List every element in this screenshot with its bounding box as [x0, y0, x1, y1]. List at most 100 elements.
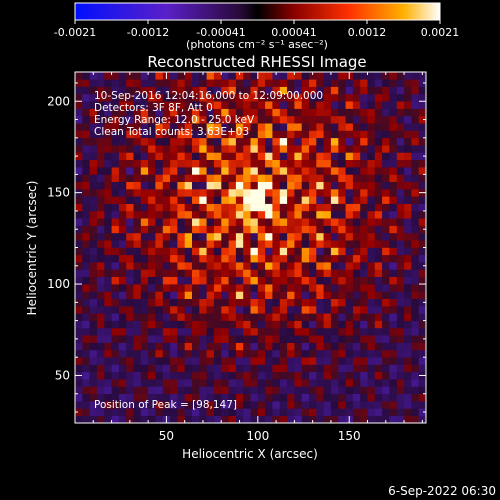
heatmap-cell: [213, 306, 222, 314]
colorbar-tick-label: 0.00041: [271, 26, 317, 39]
heatmap-cell: [184, 320, 193, 329]
heatmap-cell: [82, 137, 90, 146]
heatmap-cell: [213, 254, 222, 263]
heatmap-cell: [177, 174, 185, 182]
heatmap-cell: [111, 196, 120, 204]
heatmap-cell: [257, 167, 266, 175]
heatmap-cell: [382, 181, 390, 190]
heatmap-cell: [206, 342, 215, 351]
heatmap-cell: [279, 225, 288, 234]
heatmap-cell: [228, 342, 237, 351]
heatmap-cell: [309, 342, 317, 351]
heatmap-cell: [235, 218, 244, 226]
heatmap-cell: [82, 298, 90, 307]
heatmap-cell: [389, 72, 397, 80]
heatmap-cell: [411, 210, 419, 219]
heatmap-cell: [126, 306, 134, 314]
heatmap-cell: [250, 174, 259, 182]
heatmap-cell: [330, 130, 339, 139]
heatmap-cell: [257, 240, 266, 248]
heatmap-cell: [265, 159, 273, 168]
heatmap-cell: [411, 284, 419, 292]
heatmap-cell: [418, 232, 426, 241]
heatmap-cell: [330, 145, 339, 153]
heatmap-cell: [184, 379, 193, 387]
heatmap-cell: [360, 284, 368, 292]
heatmap-cell: [104, 225, 112, 234]
heatmap-cell: [192, 276, 200, 285]
heatmap-cell: [367, 167, 376, 175]
heatmap-cell: [75, 101, 83, 109]
heatmap-cell: [345, 93, 354, 102]
heatmap-cell: [111, 181, 120, 190]
heatmap-cell: [243, 320, 251, 329]
heatmap-cell: [301, 342, 310, 351]
heatmap-cell: [316, 393, 324, 402]
heatmap-cell: [382, 232, 390, 241]
heatmap-cell: [162, 357, 171, 365]
heatmap-cell: [140, 240, 149, 248]
heatmap-cell: [133, 320, 142, 329]
heatmap-cell: [177, 189, 185, 197]
heatmap-cell: [199, 174, 207, 182]
heatmap-cell: [316, 225, 324, 234]
heatmap-cell: [206, 408, 215, 416]
heatmap-cell: [199, 357, 207, 365]
heatmap-cell: [140, 313, 149, 321]
heatmap-cell: [367, 262, 376, 270]
heatmap-cell: [148, 203, 156, 212]
heatmap-cell: [118, 181, 127, 190]
heatmap-cell: [133, 254, 142, 263]
heatmap-cell: [89, 364, 98, 373]
heatmap-cell: [316, 306, 324, 314]
heatmap-cell: [228, 386, 237, 394]
heatmap-cell: [162, 174, 171, 182]
heatmap-cell: [228, 225, 237, 234]
heatmap-cell: [265, 269, 273, 277]
heatmap-cell: [221, 145, 229, 153]
heatmap-cell: [411, 291, 419, 299]
heatmap-cell: [338, 130, 346, 139]
heatmap-cell: [228, 306, 237, 314]
heatmap-cell: [352, 342, 361, 351]
heatmap-cell: [213, 152, 222, 160]
heatmap-cell: [382, 401, 390, 409]
heatmap-cell: [235, 342, 244, 351]
heatmap-cell: [279, 218, 288, 226]
heatmap-cell: [294, 357, 302, 365]
heatmap-cell: [148, 342, 156, 351]
heatmap-cell: [133, 79, 142, 87]
heatmap-cell: [243, 415, 251, 423]
heatmap-cell: [104, 306, 112, 314]
heatmap-cell: [133, 415, 142, 423]
heatmap-cell: [235, 203, 244, 212]
heatmap-cell: [330, 93, 339, 102]
heatmap-cell: [323, 306, 332, 314]
heatmap-cell: [235, 232, 244, 241]
heatmap-cell: [221, 130, 229, 139]
heatmap-cell: [235, 145, 244, 153]
heatmap-cell: [279, 137, 288, 146]
heatmap-cell: [294, 371, 302, 380]
heatmap-cell: [279, 115, 288, 124]
heatmap-cell: [111, 86, 120, 95]
heatmap-cell: [294, 108, 302, 117]
heatmap-cell: [140, 130, 149, 139]
heatmap-cell: [374, 386, 383, 394]
heatmap-cell: [287, 269, 295, 277]
heatmap-cell: [411, 240, 419, 248]
heatmap-cell: [213, 371, 222, 380]
heatmap-cell: [330, 218, 339, 226]
heatmap-cell: [257, 284, 266, 292]
heatmap-cell: [257, 174, 266, 182]
heatmap-cell: [235, 313, 244, 321]
heatmap-cell: [104, 210, 112, 219]
heatmap-cell: [360, 159, 368, 168]
heatmap-cell: [213, 174, 222, 182]
heatmap-cell: [228, 401, 237, 409]
heatmap-cell: [404, 364, 412, 373]
heatmap-cell: [360, 408, 368, 416]
heatmap-cell: [272, 130, 280, 139]
heatmap-cell: [294, 196, 302, 204]
heatmap-cell: [323, 115, 332, 124]
